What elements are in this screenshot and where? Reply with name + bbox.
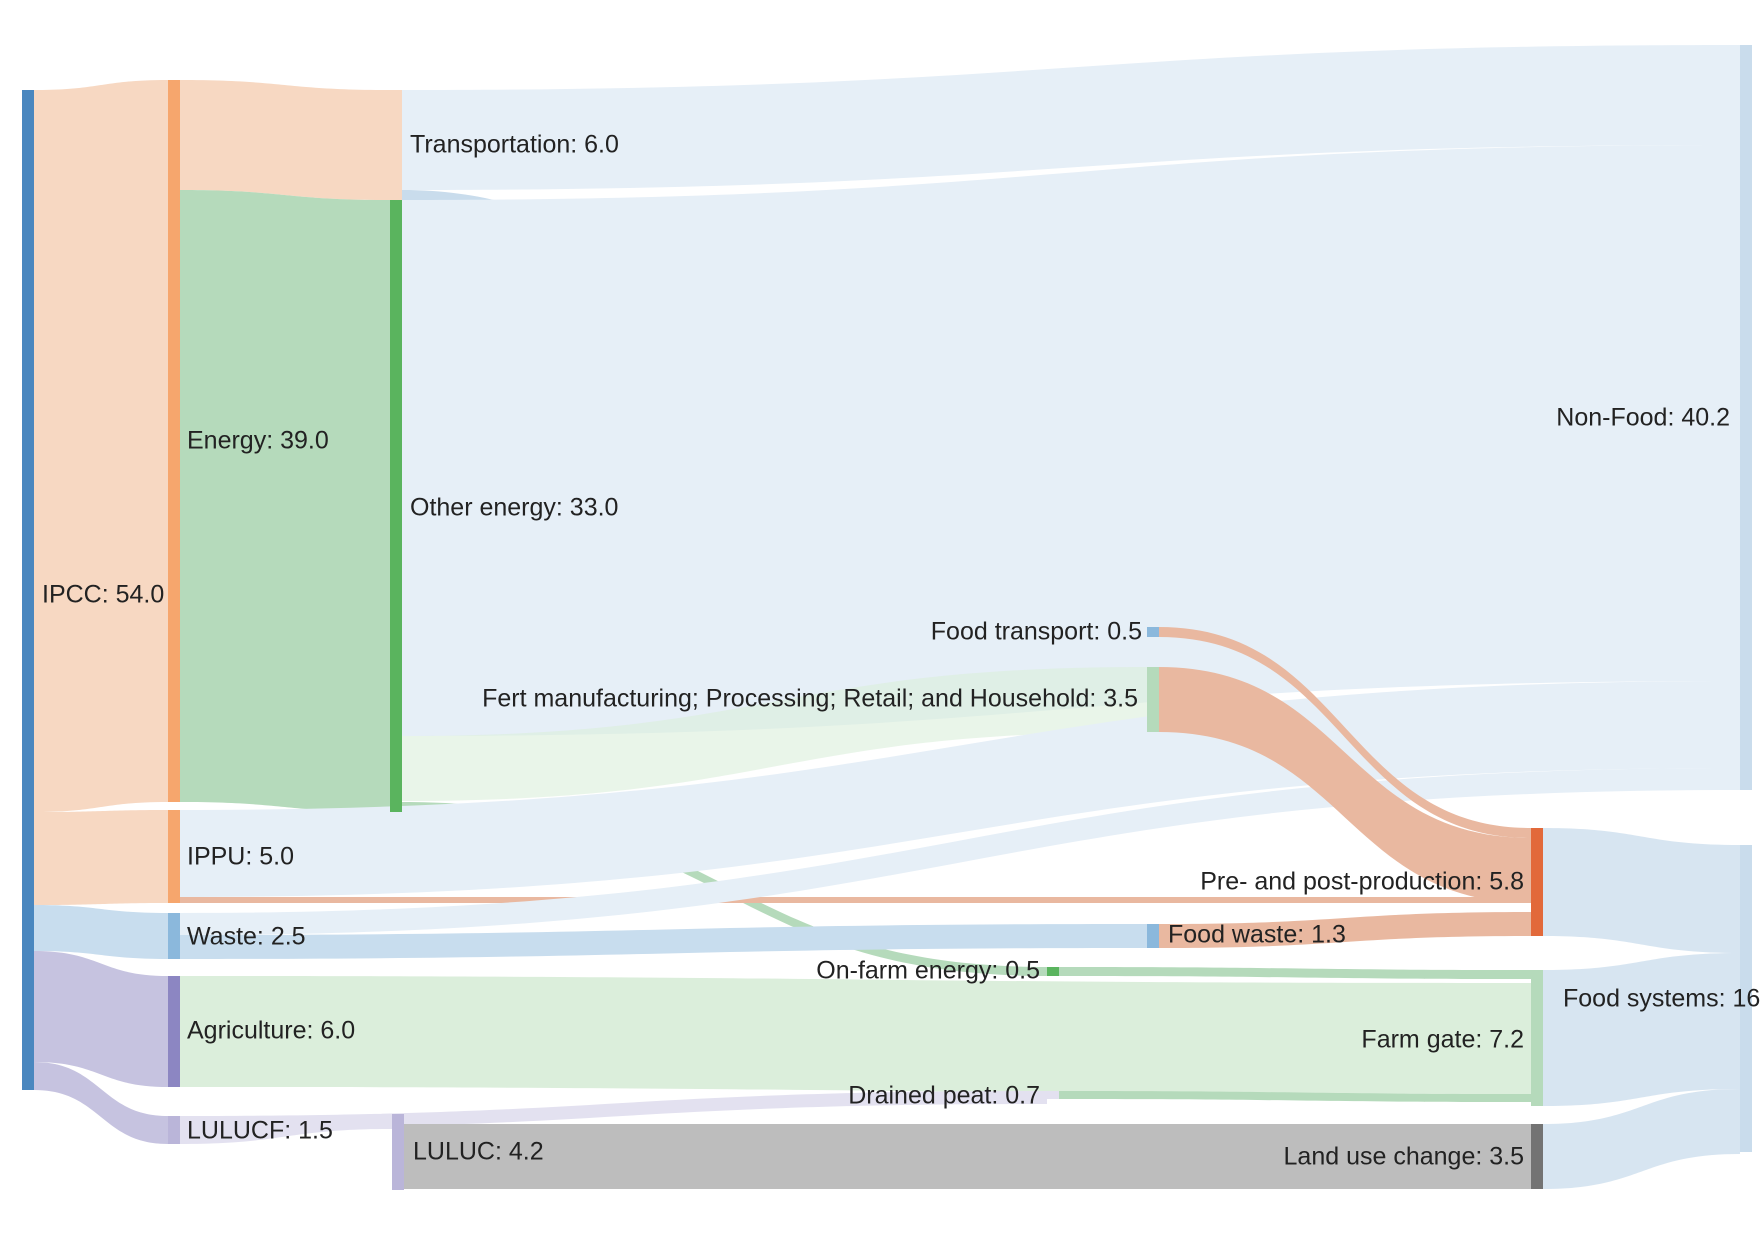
node-on-farm-energy [1047, 967, 1059, 976]
link-ippu-to-pre-post [180, 897, 1531, 903]
node-agriculture [168, 976, 180, 1087]
link-food-transport-to-pre-post [1159, 627, 1531, 838]
node-food-transport [1147, 627, 1159, 637]
link-energy-to-transportation [180, 80, 390, 200]
link-ipcc-to-ippu [34, 810, 168, 905]
link-agriculture-to-farm-gate [180, 976, 1531, 1094]
link-transportation-to-non-food [402, 45, 1740, 190]
link-luluc-to-land-use-change [404, 1124, 1531, 1189]
link-energy-to-other-energy [180, 190, 390, 812]
label-pre-post: Pre- and post-production: 5.8 [1200, 868, 1524, 896]
label-food-transport: Food transport: 0.5 [931, 618, 1142, 646]
link-ipcc-to-agriculture [34, 951, 168, 1087]
node-pre-post [1531, 828, 1543, 936]
link-fert-to-pre-post [1159, 667, 1531, 903]
node-land-use-change [1531, 1124, 1543, 1189]
link-drained-peat-to-farm-gate [1059, 1091, 1531, 1102]
node-fert [1147, 667, 1159, 732]
link-waste-to-food-waste [180, 924, 1147, 959]
label-farm-gate: Farm gate: 7.2 [1361, 1026, 1524, 1054]
node-energy [168, 80, 180, 802]
node-waste [168, 913, 180, 959]
label-luluc: LULUC: 4.2 [413, 1138, 544, 1166]
node-food-systems [1740, 845, 1752, 1152]
label-land-use-change: Land use change: 3.5 [1284, 1143, 1524, 1171]
label-food-systems: Food systems: 16.5 [1563, 985, 1762, 1013]
label-food-waste: Food waste: 1.3 [1168, 921, 1346, 949]
node-drained-peat [1047, 1091, 1059, 1099]
node-lulucf [168, 1116, 180, 1144]
label-ipcc: IPCC: 54.0 [42, 581, 164, 609]
label-drained-peat: Drained peat: 0.7 [848, 1082, 1040, 1110]
node-food-waste [1147, 924, 1159, 948]
link-lulucf-to-luluc [180, 1114, 392, 1144]
label-transportation: Transportation: 6.0 [410, 131, 619, 159]
label-non-food: Non-Food: 40.2 [1556, 404, 1730, 432]
link-ipcc-to-waste [34, 905, 168, 959]
link-other-energy-to-non-food [402, 145, 1740, 736]
node-farm-gate [1531, 970, 1543, 1106]
label-lulucf: LULUCF: 1.5 [187, 1117, 333, 1145]
sankey-links [34, 45, 1740, 1189]
link-land-use-change-to-food-systems [1543, 1089, 1740, 1189]
link-on-farm-energy-to-farm-gate [1059, 967, 1531, 979]
label-on-farm-energy: On-farm energy: 0.5 [816, 957, 1040, 985]
label-agriculture: Agriculture: 6.0 [187, 1017, 355, 1045]
link-pre-post-to-food-systems [1543, 828, 1740, 953]
node-ippu [168, 810, 180, 903]
link-farm-gate-to-food-systems [1543, 953, 1740, 1106]
label-other-energy: Other energy: 33.0 [410, 494, 618, 522]
link-ipcc-to-lulucf [34, 1062, 168, 1144]
sankey-labels: IPCC: 54.0 Energy: 39.0 IPPU: 5.0 Waste:… [42, 131, 1762, 1171]
label-waste: Waste: 2.5 [187, 923, 306, 951]
node-non-food [1740, 45, 1752, 790]
link-ipcc-to-energy [34, 80, 168, 812]
label-ippu: IPPU: 5.0 [187, 843, 294, 871]
node-transportation [390, 90, 402, 200]
link-other-energy-to-fert [402, 667, 1147, 801]
node-other-energy [390, 200, 402, 812]
node-ipcc [22, 90, 34, 1090]
node-luluc [392, 1114, 404, 1190]
link-waste-to-non-food [180, 768, 1740, 935]
label-fert: Fert manufacturing; Processing; Retail; … [482, 685, 1138, 713]
sankey-nodes [22, 45, 1752, 1190]
label-energy: Energy: 39.0 [187, 427, 329, 455]
link-food-waste-to-pre-post [1159, 912, 1531, 948]
